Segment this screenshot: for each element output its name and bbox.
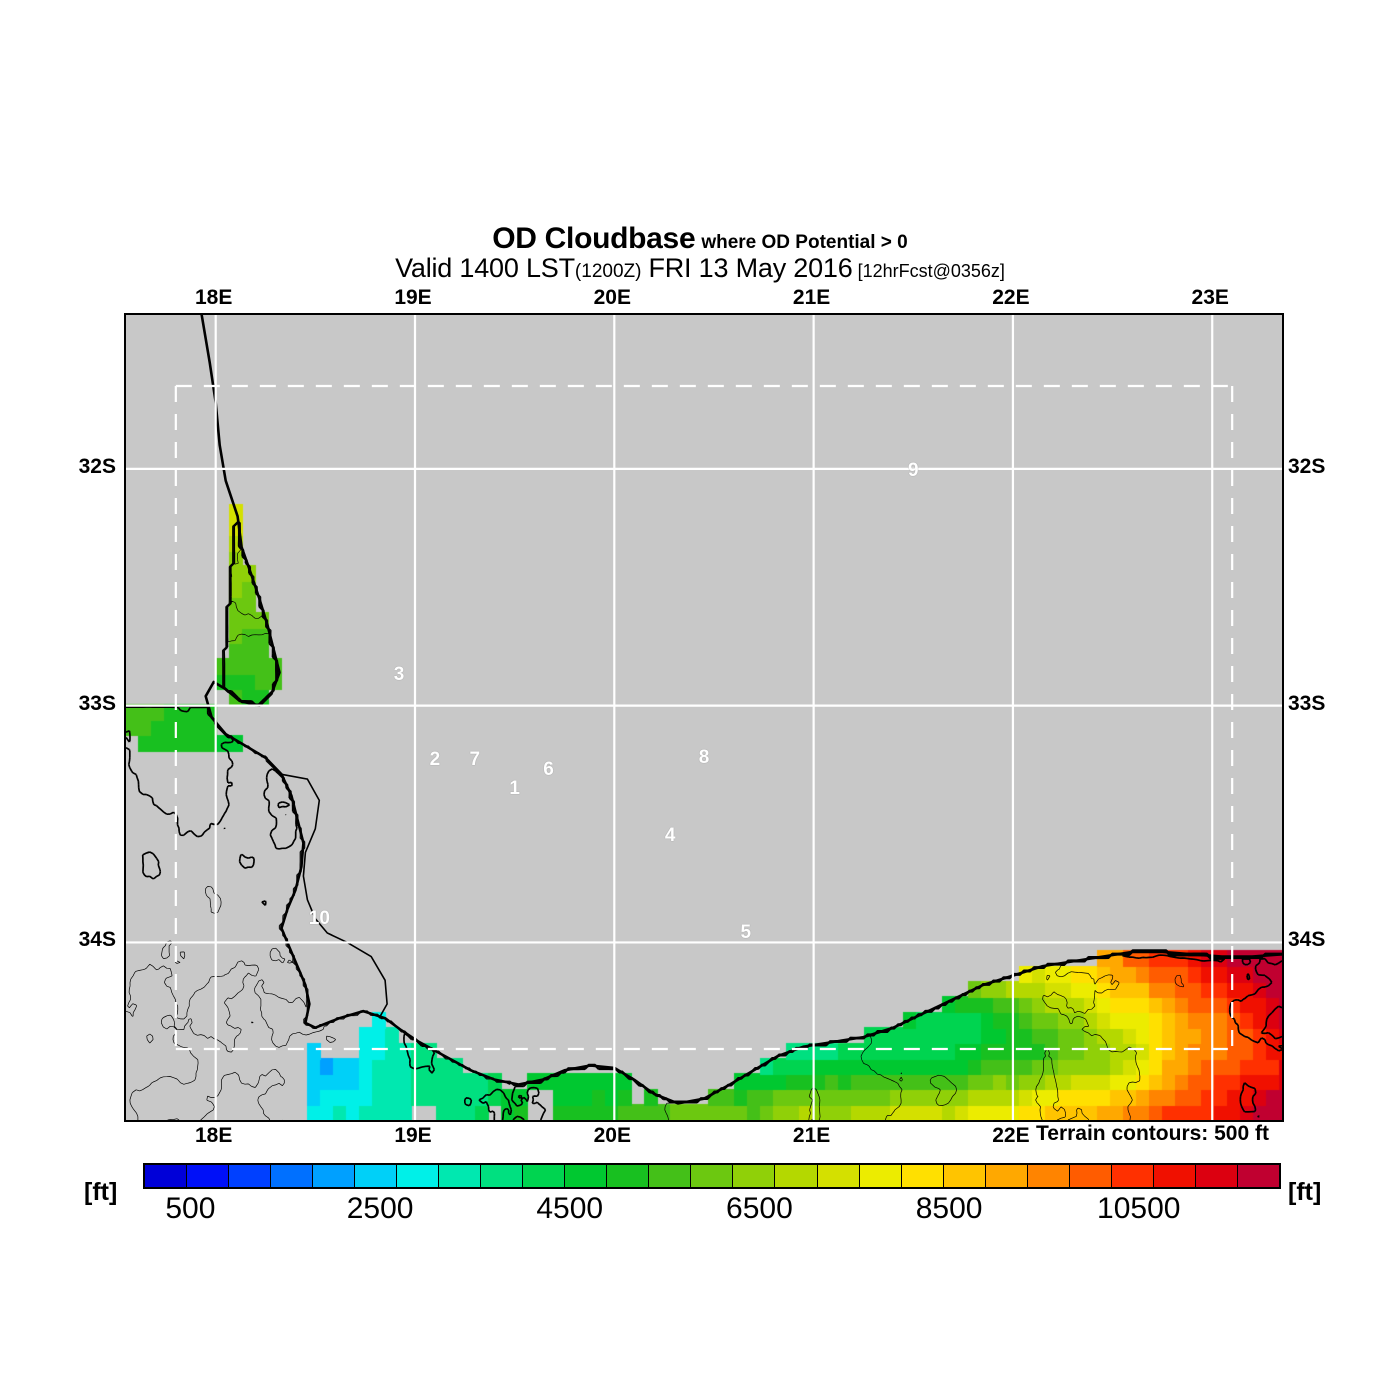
terrain-contour-1500ft <box>126 521 1282 1120</box>
valid-time-utc: (1200Z) <box>574 261 642 282</box>
lon-tick-bottom-1: 19E <box>394 1124 432 1147</box>
lon-tick-top-3: 21E <box>792 286 831 309</box>
terrain-contour-note: Terrain contours: 500 ft <box>1036 1122 1269 1145</box>
colorbar-band-21 <box>1027 1165 1070 1187</box>
colorbar-band-22 <box>1069 1165 1112 1187</box>
colorbar-band-5 <box>355 1165 398 1187</box>
title-line-secondary: Valid 1400 LST(1200Z) FRI 13 May 2016 [12h… <box>0 253 1400 284</box>
terrain-contour-2500ft <box>227 522 1282 1120</box>
colorbar-band-18 <box>901 1165 944 1187</box>
colorbar-band-13 <box>691 1165 734 1187</box>
lon-tick-bottom-0: 18E <box>195 1124 233 1147</box>
colorbar-band-11 <box>607 1165 650 1187</box>
colorbar-band-23 <box>1111 1165 1154 1187</box>
colorbar-tick-5: 10500 <box>1097 1192 1181 1225</box>
map-plot-area[interactable]: 1 2 3 4 5 6 7 8 9 10 <box>124 313 1284 1122</box>
colorbar-band-19 <box>943 1165 986 1187</box>
colorbar-band-2 <box>229 1165 272 1187</box>
colorbar-tick-1: 2500 <box>346 1192 414 1225</box>
colorbar-band-16 <box>817 1165 860 1187</box>
coastline <box>200 315 1282 1105</box>
valid-time: Valid 1400 LST <box>395 253 575 283</box>
colorbar-band-3 <box>271 1165 314 1187</box>
colorbar-tick-2: 4500 <box>536 1192 604 1225</box>
chart-title-block: OD Cloudbase where OD Potential > 0 Valid… <box>0 222 1400 284</box>
lon-tick-bottom-2: 20E <box>593 1124 631 1147</box>
terrain-contour-1000ft <box>126 520 1282 1102</box>
colorbar-band-7 <box>439 1165 482 1187</box>
lat-tick-right-0: 32S <box>1288 454 1326 478</box>
lat-tick-right-1: 33S <box>1288 691 1326 715</box>
colorbar-unit-left: [ft] <box>84 1178 118 1206</box>
lon-tick-top-1: 19E <box>394 286 432 309</box>
colorbar-band-12 <box>649 1165 692 1187</box>
valid-date: FRI 13 May 2016 <box>648 253 853 283</box>
lon-tick-bottom-4: 22E <box>992 1124 1030 1147</box>
lat-tick-right-2: 34S <box>1288 928 1326 952</box>
coastline-peninsula <box>281 773 388 1019</box>
page-title: OD Cloudbase <box>492 222 696 255</box>
colorbar-band-6 <box>397 1165 440 1187</box>
colorbar-band-20 <box>985 1165 1028 1187</box>
colorbar-band-25 <box>1195 1165 1238 1187</box>
colorbar-band-0 <box>145 1165 188 1187</box>
colorbar-unit-right: [ft] <box>1288 1178 1322 1206</box>
colorbar-band-17 <box>859 1165 902 1187</box>
colorbar-band-1 <box>187 1165 230 1187</box>
colorbar-band-15 <box>775 1165 818 1187</box>
map-overlay-layer <box>126 315 1282 1120</box>
colorbar-band-26 <box>1237 1165 1279 1187</box>
forecast-stamp: [12hrFcst@0356z] <box>857 261 1005 281</box>
colorbar-band-24 <box>1153 1165 1196 1187</box>
lon-tick-top-5: 23E <box>1191 286 1229 309</box>
lon-tick-top-0: 18E <box>195 286 233 309</box>
colorbar-band-10 <box>565 1165 608 1187</box>
lon-tick-top-4: 22E <box>992 286 1030 309</box>
colorbar-tick-3: 6500 <box>726 1192 793 1225</box>
lon-tick-top-2: 20E <box>593 286 631 309</box>
lon-tick-bottom-3: 21E <box>792 1124 831 1147</box>
terrain-contour-500ft <box>126 520 1282 1102</box>
colorbar-tick-0: 500 <box>165 1192 216 1225</box>
terrain-contour-4000ft <box>1122 951 1282 1118</box>
colorbar[interactable] <box>143 1163 1281 1189</box>
terrain-contour-3000ft <box>808 951 1282 1120</box>
colorbar-band-9 <box>523 1165 566 1187</box>
colorbar-tick-4: 8500 <box>915 1192 983 1225</box>
terrain-contour-2000ft <box>126 521 1282 1120</box>
title-condition: where OD Potential > 0 <box>701 232 908 253</box>
cloudbase-heatmap-canvas <box>126 315 1282 1120</box>
colorbar-band-14 <box>733 1165 776 1187</box>
lat-tick-left-1: 33S <box>78 691 116 715</box>
colorbar-band-8 <box>481 1165 524 1187</box>
lat-tick-left-2: 34S <box>78 928 116 952</box>
colorbar-band-4 <box>313 1165 356 1187</box>
lat-tick-left-0: 32S <box>78 454 116 478</box>
title-line-primary: OD Cloudbase where OD Potential > 0 <box>0 222 1400 256</box>
